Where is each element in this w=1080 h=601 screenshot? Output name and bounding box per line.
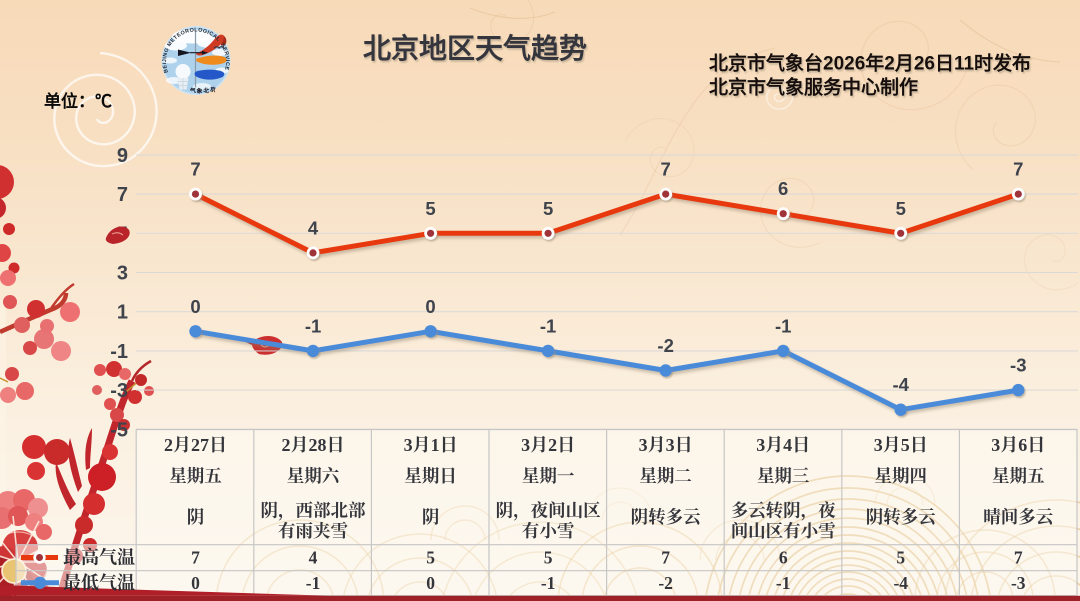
svg-text:5: 5 bbox=[543, 198, 553, 219]
svg-text:3月1日: 3月1日 bbox=[404, 435, 458, 455]
svg-text:-4: -4 bbox=[893, 573, 908, 593]
svg-text:-1: -1 bbox=[776, 573, 791, 593]
svg-text:5: 5 bbox=[896, 548, 905, 568]
svg-text:9: 9 bbox=[117, 145, 128, 167]
svg-text:晴间多云: 晴间多云 bbox=[983, 507, 1054, 527]
svg-text:-5: -5 bbox=[110, 419, 128, 441]
svg-text:5: 5 bbox=[426, 548, 435, 568]
svg-text:星期五: 星期五 bbox=[992, 466, 1045, 486]
svg-text:3月2日: 3月2日 bbox=[521, 435, 575, 455]
svg-text:3月5日: 3月5日 bbox=[874, 435, 928, 455]
svg-text:-1: -1 bbox=[540, 315, 556, 336]
svg-text:7: 7 bbox=[117, 184, 128, 206]
svg-text:-1: -1 bbox=[306, 573, 321, 593]
svg-text:北: 北 bbox=[203, 86, 210, 94]
svg-text:星期四: 星期四 bbox=[874, 466, 927, 486]
svg-text:3: 3 bbox=[117, 263, 128, 285]
svg-text:0: 0 bbox=[425, 296, 435, 317]
svg-text:2月28日: 2月28日 bbox=[282, 435, 345, 455]
svg-text:-4: -4 bbox=[893, 374, 910, 395]
svg-text:5: 5 bbox=[425, 198, 435, 219]
svg-text:象: 象 bbox=[197, 87, 203, 95]
svg-text:间山区有小雪: 间山区有小雪 bbox=[731, 521, 836, 541]
svg-text:3月4日: 3月4日 bbox=[756, 435, 810, 455]
svg-text:气: 气 bbox=[189, 86, 197, 94]
svg-text:阴: 阴 bbox=[422, 507, 440, 527]
svg-text:7: 7 bbox=[191, 548, 200, 568]
svg-text:4: 4 bbox=[309, 548, 318, 568]
svg-text:有雨夹雪: 有雨夹雪 bbox=[278, 521, 348, 541]
svg-text:7: 7 bbox=[661, 159, 671, 180]
svg-text:星期日: 星期日 bbox=[404, 466, 457, 486]
svg-text:6: 6 bbox=[778, 178, 788, 199]
svg-text:最低气温: 最低气温 bbox=[63, 573, 135, 593]
svg-text:有小雪: 有小雪 bbox=[522, 521, 575, 541]
svg-text:4: 4 bbox=[308, 217, 319, 238]
svg-text:-2: -2 bbox=[657, 335, 673, 356]
svg-text:-1: -1 bbox=[305, 315, 321, 336]
svg-text:多云转阴，夜: 多云转阴，夜 bbox=[731, 501, 836, 522]
svg-text:7: 7 bbox=[661, 548, 670, 568]
svg-text:-3: -3 bbox=[1011, 573, 1026, 593]
svg-text:星期一: 星期一 bbox=[522, 466, 575, 486]
svg-text:星期六: 星期六 bbox=[287, 466, 341, 486]
svg-text:最高气温: 最高气温 bbox=[63, 547, 135, 568]
svg-text:7: 7 bbox=[190, 159, 200, 180]
svg-text:单位：℃: 单位：℃ bbox=[44, 91, 112, 111]
svg-text:7: 7 bbox=[1013, 159, 1023, 180]
svg-text:北京地区天气趋势: 北京地区天气趋势 bbox=[363, 32, 587, 64]
svg-text:-1: -1 bbox=[775, 315, 791, 336]
svg-text:5: 5 bbox=[896, 198, 906, 219]
svg-text:-2: -2 bbox=[658, 573, 673, 593]
svg-text:星期二: 星期二 bbox=[639, 466, 692, 486]
svg-text:-1: -1 bbox=[541, 573, 556, 593]
svg-text:-3: -3 bbox=[1010, 355, 1026, 376]
svg-text:京: 京 bbox=[209, 85, 216, 94]
svg-text:0: 0 bbox=[426, 573, 435, 593]
svg-text:阴，夜间山区: 阴，夜间山区 bbox=[496, 501, 601, 522]
svg-text:0: 0 bbox=[191, 573, 200, 593]
svg-text:3月3日: 3月3日 bbox=[639, 435, 693, 455]
svg-text:阴: 阴 bbox=[187, 507, 205, 527]
svg-text:-1: -1 bbox=[110, 341, 128, 363]
svg-text:星期三: 星期三 bbox=[757, 466, 810, 486]
svg-text:北京市气象服务中心制作: 北京市气象服务中心制作 bbox=[709, 76, 918, 99]
svg-text:-3: -3 bbox=[110, 380, 128, 402]
svg-text:2月27日: 2月27日 bbox=[164, 435, 227, 455]
svg-text:北京市气象台2026年2月26日11时发布: 北京市气象台2026年2月26日11时发布 bbox=[709, 52, 1031, 75]
svg-text:6: 6 bbox=[779, 548, 788, 568]
svg-text:阴，西部北部: 阴，西部北部 bbox=[261, 501, 366, 522]
svg-text:0: 0 bbox=[190, 296, 200, 317]
svg-text:1: 1 bbox=[117, 302, 128, 324]
svg-text:3月6日: 3月6日 bbox=[991, 435, 1045, 455]
svg-text:阴转多云: 阴转多云 bbox=[866, 507, 937, 527]
svg-text:5: 5 bbox=[544, 548, 553, 568]
svg-text:阴转多云: 阴转多云 bbox=[631, 507, 702, 527]
svg-text:7: 7 bbox=[1014, 548, 1023, 568]
svg-text:星期五: 星期五 bbox=[169, 466, 222, 486]
